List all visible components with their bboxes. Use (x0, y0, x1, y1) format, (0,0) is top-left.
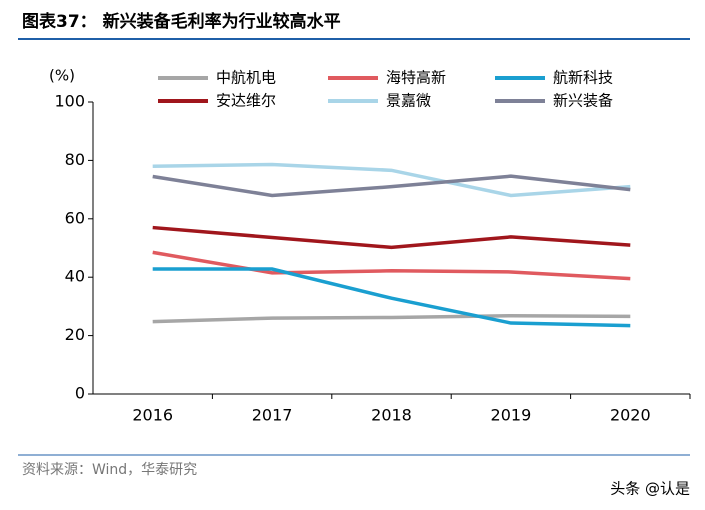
series-line (152, 313, 631, 324)
legend-label: 安达维尔 (216, 92, 276, 110)
x-tick-label: 2017 (252, 406, 293, 425)
series-line (152, 267, 631, 328)
chart-title: 图表37： 新兴装备毛利率为行业较高水平 (22, 11, 341, 32)
legend-label: 航新科技 (553, 69, 613, 87)
y-tick-label: 100 (54, 92, 85, 111)
source: 资料来源：Wind，华泰研究 (22, 462, 197, 478)
y-tick-label: 80 (65, 150, 85, 169)
series-line (152, 225, 631, 250)
y-tick-label: 20 (65, 325, 85, 344)
series-line (152, 250, 631, 281)
series-line (152, 162, 631, 198)
legend-label: 新兴装备 (553, 92, 613, 110)
y-tick-label: 40 (65, 267, 85, 286)
y-tick-label: 0 (75, 384, 85, 403)
series-line (152, 174, 631, 198)
y-axis-label: (%) (49, 67, 75, 85)
x-tick-label: 2019 (491, 406, 532, 425)
legend-label: 中航机电 (216, 69, 276, 87)
x-tick-label: 2018 (371, 406, 412, 425)
x-tick-label: 2016 (132, 406, 173, 425)
x-tick-label: 2020 (610, 406, 651, 425)
legend-label: 景嘉微 (386, 92, 431, 110)
y-tick-label: 60 (65, 208, 85, 227)
legend-label: 海特高新 (386, 69, 446, 87)
watermark: 头条 @认是 (610, 480, 690, 498)
